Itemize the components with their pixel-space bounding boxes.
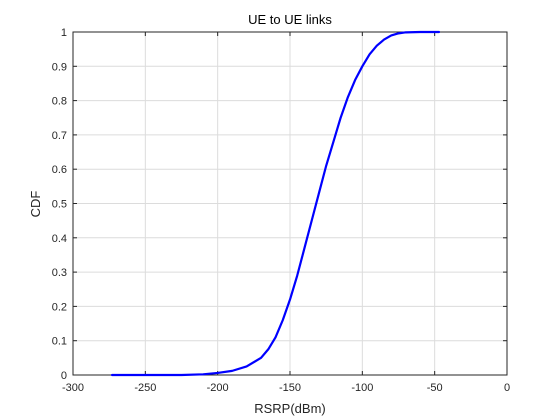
ticks: -300 -250 -200 -150 -100 -50 0 0 0.1 0.2 0.3 0.4 0.5… [52, 27, 510, 394]
x-tick-label: -100 [351, 382, 373, 394]
x-tick-label: -250 [134, 382, 156, 394]
y-tick-label: 0.4 [52, 233, 67, 245]
grid [73, 32, 507, 375]
y-axis-label: CDF [28, 191, 43, 218]
y-tick-label: 0.1 [52, 336, 67, 348]
x-tick-label: -200 [207, 382, 229, 394]
y-tick-label: 0.8 [52, 96, 67, 108]
y-tick-label: 0.9 [52, 61, 67, 73]
x-tick-label: -150 [279, 382, 301, 394]
y-tick-label: 1 [61, 27, 67, 39]
x-axis-label: RSRP(dBm) [254, 401, 326, 416]
x-tick-label: -50 [427, 382, 443, 394]
series-layer [110, 30, 441, 377]
cdf-series-line [110, 30, 441, 377]
x-tick-label: -300 [62, 382, 84, 394]
y-tick-label: 0.7 [52, 130, 67, 142]
y-tick-label: 0.2 [52, 301, 67, 313]
y-tick-label: 0 [61, 370, 67, 382]
y-tick-label: 0.5 [52, 199, 67, 211]
x-tick-label: 0 [504, 382, 510, 394]
chart-title: UE to UE links [248, 12, 332, 27]
y-tick-label: 0.3 [52, 267, 67, 279]
y-tick-label: 0.6 [52, 164, 67, 176]
